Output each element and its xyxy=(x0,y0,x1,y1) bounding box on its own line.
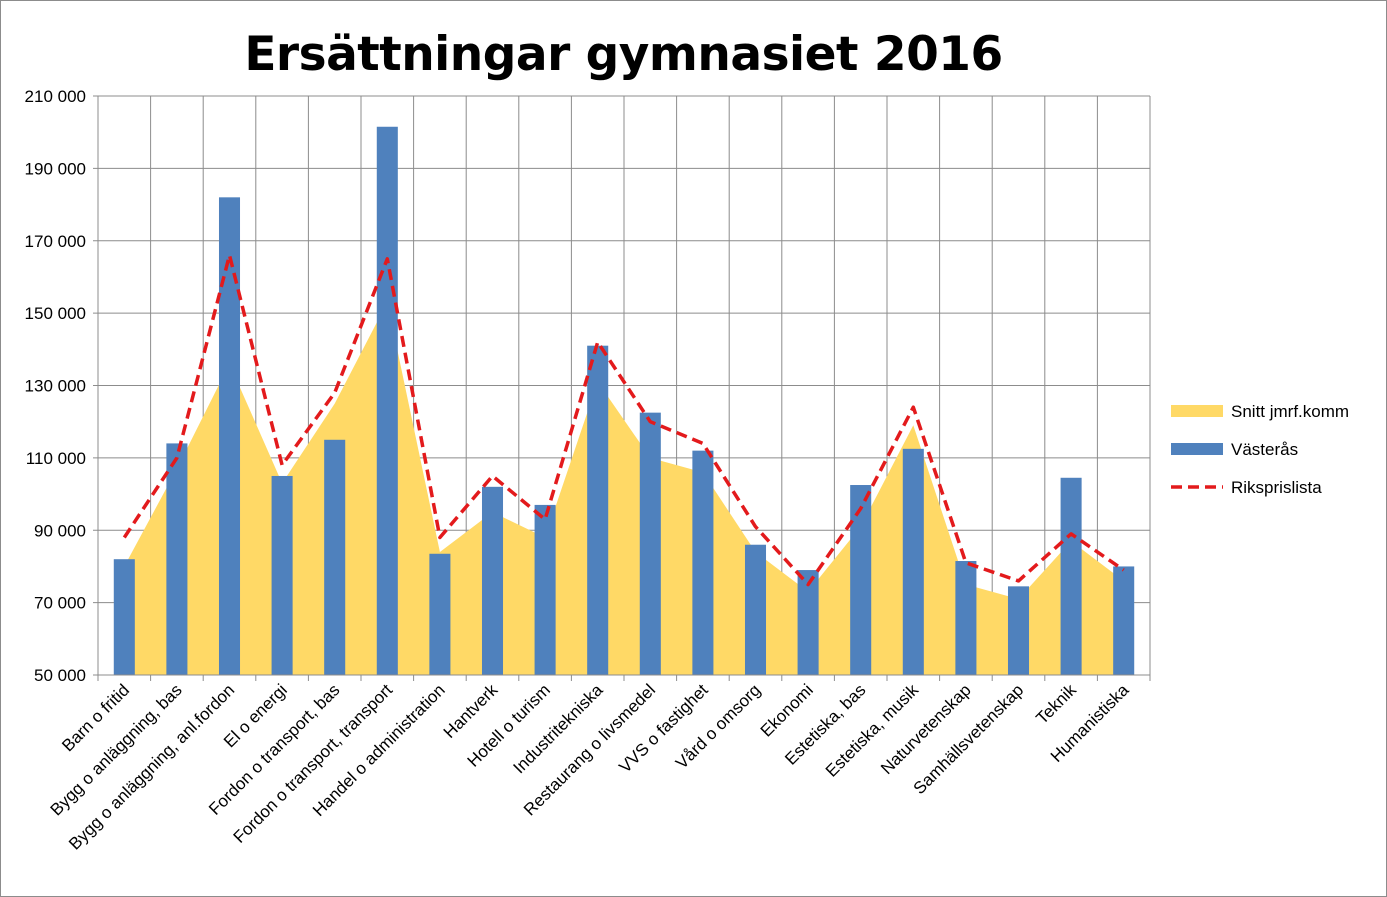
bar-vasteras xyxy=(218,197,241,675)
bar-vasteras xyxy=(1113,566,1135,675)
bar-vasteras xyxy=(534,504,556,675)
chart-title: Ersättningar gymnasiet 2016 xyxy=(244,27,1003,82)
x-tick-label: Estetiska, musik xyxy=(822,680,923,781)
bar-vasteras xyxy=(955,561,977,675)
x-tick-label: Teknik xyxy=(1032,680,1080,728)
bar-vasteras xyxy=(429,553,451,675)
x-tick-label: Naturvetenskap xyxy=(877,680,975,778)
legend-label-snitt: Snitt jmrf.komm xyxy=(1231,402,1349,421)
x-tick-label: VVS o fastighet xyxy=(615,680,711,776)
y-tick-label: 190 000 xyxy=(25,159,86,178)
bar-vasteras xyxy=(1060,477,1082,675)
bar-vasteras xyxy=(481,486,504,675)
bar-vasteras xyxy=(850,485,872,675)
bar-vasteras xyxy=(587,345,609,675)
bar-vasteras xyxy=(639,412,661,675)
legend-swatch-snitt xyxy=(1171,405,1223,417)
bar-vasteras xyxy=(744,544,767,675)
legend-label-vasteras: Västerås xyxy=(1231,440,1298,459)
y-tick-label: 170 000 xyxy=(25,232,86,251)
y-tick-label: 90 000 xyxy=(34,521,86,540)
x-tick-label: Industritekniska xyxy=(510,680,607,777)
bar-vasteras xyxy=(376,126,398,675)
legend-swatch-vasteras xyxy=(1171,443,1223,455)
bar-vasteras xyxy=(271,475,293,675)
y-tick-label: 110 000 xyxy=(26,449,86,468)
line-series-riksprislista xyxy=(122,253,1125,587)
bar-vasteras xyxy=(324,439,346,675)
y-tick-label: 210 000 xyxy=(25,87,86,106)
y-tick-label: 50 000 xyxy=(34,666,86,685)
y-tick-label: 70 000 xyxy=(34,594,86,613)
bar-vasteras xyxy=(692,450,714,675)
y-tick-label: 150 000 xyxy=(25,304,86,323)
bar-vasteras xyxy=(1007,586,1030,675)
area-series-snitt xyxy=(124,302,1124,675)
bar-vasteras xyxy=(166,443,188,675)
legend-label-riksprislista: Riksprislista xyxy=(1231,478,1322,497)
y-tick-label: 130 000 xyxy=(25,377,86,396)
bar-vasteras xyxy=(902,448,924,675)
bar-vasteras xyxy=(797,570,819,675)
bar-vasteras xyxy=(113,559,135,675)
